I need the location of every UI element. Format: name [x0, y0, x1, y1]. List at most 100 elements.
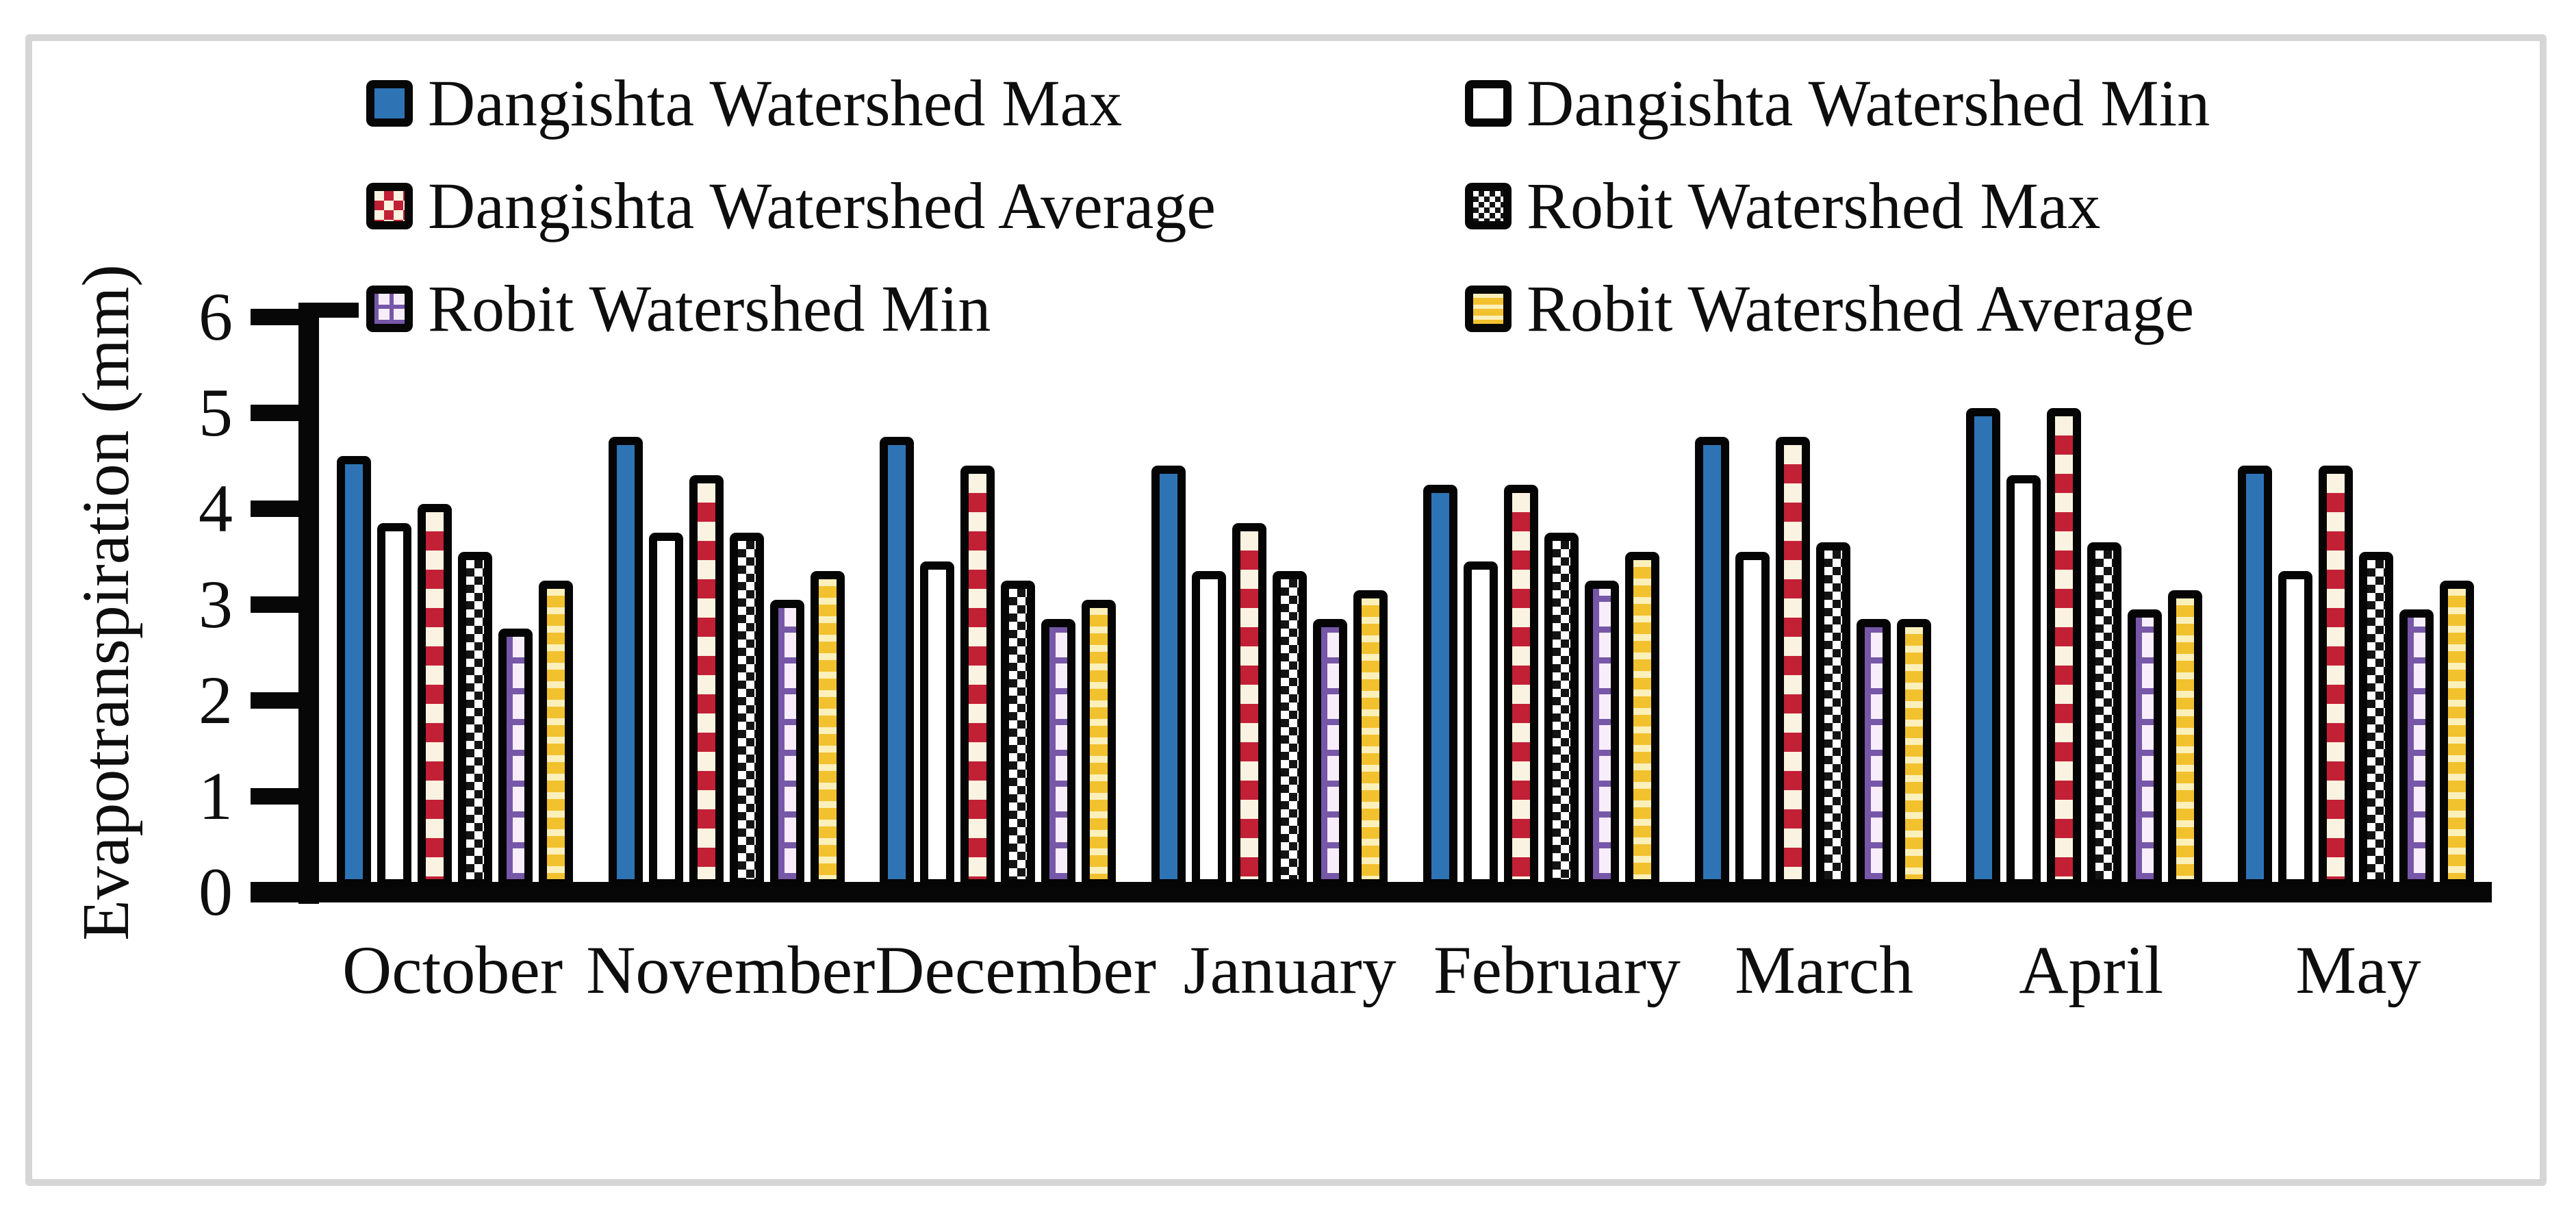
- y-tick-mark: [251, 309, 300, 325]
- x-axis-label: March: [1735, 932, 1914, 1008]
- bar-group-october: [319, 312, 591, 887]
- bar: [1815, 542, 1850, 887]
- bar: [810, 571, 845, 887]
- legend-item: Robit Watershed Max: [1465, 163, 2393, 249]
- x-axis-label: October: [342, 932, 563, 1008]
- legend-label: Dangishta Watershed Average: [428, 169, 1216, 242]
- bar: [880, 437, 915, 887]
- bar: [2006, 475, 2041, 887]
- legend-marker-icon: [1465, 183, 1512, 229]
- legend: Dangishta Watershed Max Dangishta Watersh…: [366, 60, 2393, 352]
- bar: [417, 504, 452, 887]
- x-axis-label: April: [2019, 932, 2164, 1008]
- bar: [1775, 437, 1810, 887]
- y-tick-mark: [251, 596, 300, 613]
- bar-group-february: [1405, 312, 1677, 887]
- y-tick-mark: [251, 501, 300, 517]
- bar: [1353, 590, 1388, 887]
- y-tick-label: 1: [199, 758, 233, 834]
- bar: [1624, 552, 1659, 887]
- bar: [1192, 571, 1227, 887]
- bar: [1313, 619, 1348, 887]
- bar: [1584, 581, 1619, 887]
- bar: [377, 523, 411, 887]
- y-axis-top-cap: [298, 303, 359, 318]
- legend-item: Dangishta Watershed Max: [366, 60, 1458, 147]
- bar-group-may: [2220, 312, 2492, 887]
- bar: [1001, 581, 1036, 887]
- bar: [1041, 619, 1076, 887]
- bar: [2359, 552, 2394, 887]
- bar: [1082, 600, 1117, 887]
- bar-group-march: [1677, 312, 1949, 887]
- y-tick-label: 3: [199, 566, 233, 642]
- bar: [689, 475, 724, 887]
- bar: [2278, 571, 2313, 887]
- y-tick-mark: [251, 788, 300, 805]
- x-axis-label: December: [875, 932, 1157, 1008]
- bar-group-january: [1134, 312, 1405, 887]
- legend-marker-icon: [366, 183, 413, 229]
- y-tick-mark: [251, 405, 300, 421]
- bar-group-april: [1949, 312, 2221, 887]
- legend-item: Robit Watershed Min: [366, 266, 1458, 352]
- legend-marker-icon: [1465, 286, 1512, 332]
- bar: [2238, 466, 2273, 887]
- y-tick-label: 2: [199, 662, 233, 738]
- y-tick-mark: [251, 692, 300, 709]
- bar: [2087, 542, 2122, 887]
- legend-item: Robit Watershed Average: [1465, 266, 2393, 352]
- legend-marker-icon: [1465, 80, 1512, 127]
- bar: [498, 629, 533, 887]
- bar: [1896, 619, 1931, 887]
- bar: [336, 456, 371, 887]
- bar: [2399, 609, 2434, 887]
- bar-group-december: [863, 312, 1134, 887]
- bar: [1735, 552, 1770, 887]
- bar: [2128, 609, 2163, 887]
- legend-item: Dangishta Watershed Average: [366, 163, 1458, 249]
- bar: [960, 466, 995, 887]
- y-tick-label: 5: [199, 375, 233, 451]
- bar: [1232, 523, 1267, 887]
- bar: [1544, 533, 1579, 887]
- x-axis-labels: October November December January February Ma…: [319, 933, 2492, 1008]
- bar: [1856, 619, 1891, 887]
- bar-group-november: [591, 312, 863, 887]
- y-axis-line: [298, 303, 319, 904]
- legend-label: Robit Watershed Min: [428, 272, 991, 345]
- bar: [648, 533, 683, 887]
- y-tick-label: 6: [199, 279, 233, 355]
- legend-marker-icon: [366, 80, 413, 127]
- y-tick-label: 4: [199, 470, 233, 546]
- bar: [729, 533, 764, 887]
- legend-label: Dangishta Watershed Min: [1527, 66, 2210, 140]
- legend-label: Robit Watershed Max: [1527, 169, 2101, 242]
- legend-item: Dangishta Watershed Min: [1465, 60, 2393, 147]
- legend-label: Robit Watershed Average: [1527, 272, 2195, 345]
- bar: [2440, 581, 2475, 887]
- x-axis-label: January: [1183, 932, 1397, 1008]
- bar: [1694, 437, 1729, 887]
- bar: [2319, 466, 2354, 887]
- bar: [920, 561, 955, 887]
- x-axis-label: November: [586, 932, 876, 1008]
- bar: [1503, 485, 1538, 887]
- bar: [538, 581, 573, 887]
- bar: [457, 552, 492, 887]
- x-axis-label: May: [2295, 932, 2421, 1008]
- y-tick-mark: [251, 884, 300, 900]
- bar: [608, 437, 643, 887]
- bar: [1966, 408, 2001, 887]
- bar: [1151, 466, 1186, 887]
- plot-area: [319, 312, 2492, 887]
- legend-marker-icon: [366, 286, 413, 332]
- bar: [1273, 571, 1308, 887]
- y-tick-label: 0: [199, 854, 233, 930]
- legend-label: Dangishta Watershed Max: [428, 66, 1123, 140]
- bar: [1423, 485, 1457, 887]
- bar: [1463, 561, 1498, 887]
- bar: [769, 600, 804, 887]
- bar: [2168, 590, 2203, 887]
